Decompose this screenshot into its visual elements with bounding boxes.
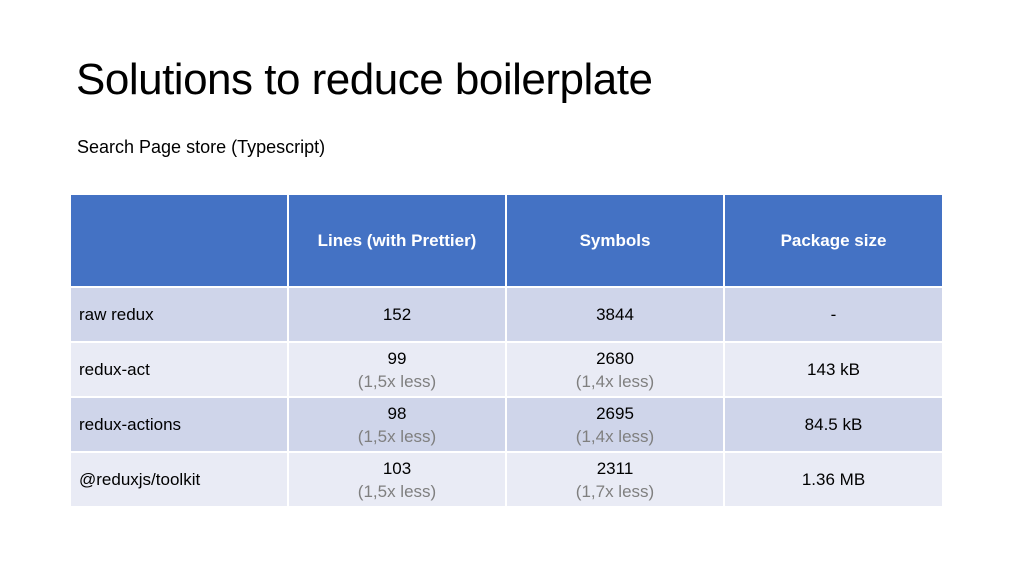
header-cell-lines: Lines (with Prettier) <box>287 193 507 288</box>
size-cell: 143 kB <box>723 341 944 398</box>
row-label: redux-actions <box>69 396 289 453</box>
lines-cell: 99 (1,5x less) <box>287 341 507 398</box>
symbols-note: (1,4x less) <box>575 426 655 446</box>
row-label: raw redux <box>69 286 289 343</box>
symbols-value: 2311 <box>596 458 634 478</box>
header-cell-package-size: Package size <box>723 193 944 288</box>
lines-value: 152 <box>382 305 412 324</box>
table-row: raw redux 152 3844 - <box>69 286 944 343</box>
table-row: @reduxjs/toolkit 103 (1,5x less) 2311 (1… <box>69 451 944 508</box>
lines-value: 98 <box>387 403 407 423</box>
lines-note: (1,5x less) <box>357 371 437 391</box>
symbols-note: (1,4x less) <box>575 371 655 391</box>
size-cell: - <box>723 286 944 343</box>
lines-note: (1,5x less) <box>357 426 437 446</box>
symbols-value: 2695 <box>596 403 634 423</box>
lines-cell: 98 (1,5x less) <box>287 396 507 453</box>
table-header-row: Lines (with Prettier) Symbols Package si… <box>69 193 944 288</box>
lines-note: (1,5x less) <box>357 481 437 501</box>
size-cell: 84.5 kB <box>723 396 944 453</box>
symbols-cell: 3844 <box>505 286 725 343</box>
lines-value: 103 <box>382 458 412 478</box>
symbols-cell: 2311 (1,7x less) <box>505 451 725 508</box>
row-label: redux-act <box>69 341 289 398</box>
table-row: redux-actions 98 (1,5x less) 2695 (1,4x … <box>69 396 944 453</box>
lines-cell: 103 (1,5x less) <box>287 451 507 508</box>
row-label: @reduxjs/toolkit <box>69 451 289 508</box>
symbols-note: (1,7x less) <box>575 481 655 501</box>
header-cell-symbols: Symbols <box>505 193 725 288</box>
header-cell-empty <box>69 193 289 288</box>
comparison-table: Lines (with Prettier) Symbols Package si… <box>69 193 944 508</box>
lines-value: 99 <box>387 348 407 368</box>
size-cell: 1.36 MB <box>723 451 944 508</box>
slide-subtitle: Search Page store (Typescript) <box>77 137 326 157</box>
symbols-cell: 2680 (1,4x less) <box>505 341 725 398</box>
symbols-cell: 2695 (1,4x less) <box>505 396 725 453</box>
symbols-value: 2680 <box>596 348 634 368</box>
symbols-value: 3844 <box>596 305 634 324</box>
lines-cell: 152 <box>287 286 507 343</box>
slide-title: Solutions to reduce boilerplate <box>76 55 653 104</box>
table-row: redux-act 99 (1,5x less) 2680 (1,4x less… <box>69 341 944 398</box>
